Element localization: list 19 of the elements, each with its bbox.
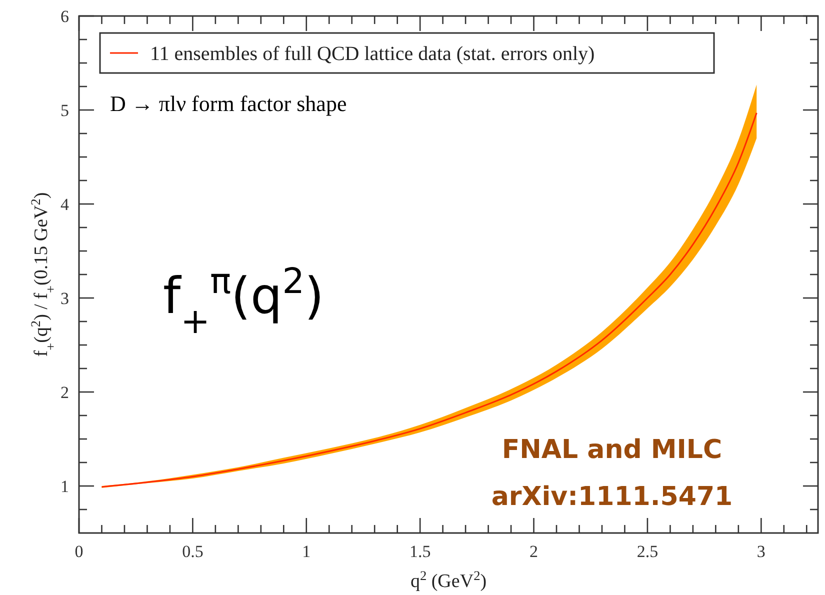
x-axis-title: q$^{2}$ (GeV$^{2}$) xyxy=(410,568,487,592)
x-tick-label: 1 xyxy=(302,542,311,561)
annotation: FNAL and MILC xyxy=(502,435,722,465)
x-tick-label: 2.5 xyxy=(636,542,658,561)
y-tick-label: 4 xyxy=(60,194,70,214)
x-tick-label: 3 xyxy=(756,542,766,561)
x-tick-label: 1.5 xyxy=(409,542,431,561)
y-tick-label: 5 xyxy=(60,100,69,120)
annotation: arXiv:1111.5471 xyxy=(491,482,733,512)
x-tick-label: 2 xyxy=(530,542,538,561)
x-tick-label: 0.5 xyxy=(182,542,204,561)
annotation: f$_{+}$$^{π}$(q$^{2}$) xyxy=(163,262,324,342)
y-tick-label: 3 xyxy=(60,288,69,308)
y-tick-label: 6 xyxy=(60,6,69,26)
y-tick-label: 2 xyxy=(60,382,69,402)
legend-label: 11 ensembles of full QCD lattice data (stat. errors only) xyxy=(150,43,595,65)
annotation: D → πlν form factor shape xyxy=(110,91,347,116)
y-tick-label: 1 xyxy=(60,476,69,496)
x-tick-label: 0 xyxy=(74,542,84,561)
